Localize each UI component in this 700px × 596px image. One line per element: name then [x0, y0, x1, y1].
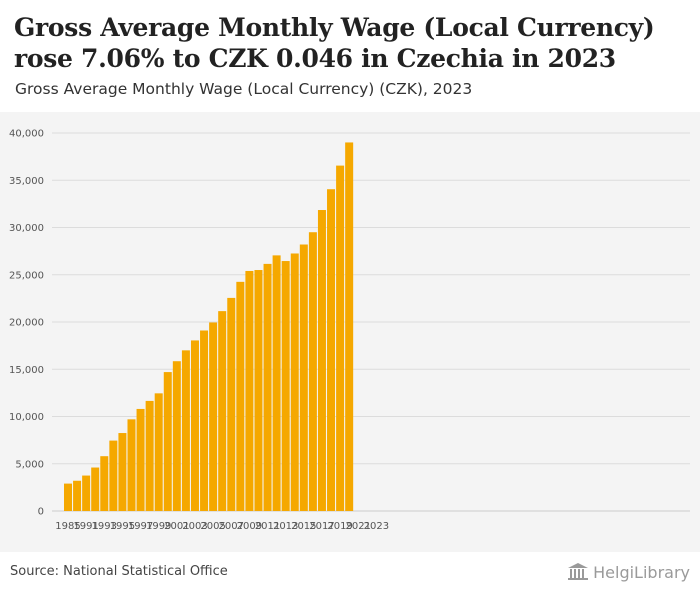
bar-1998 [181, 350, 190, 511]
bar-1993 [136, 408, 145, 511]
bar-1994 [145, 400, 154, 511]
x-tick-label: 2015 [291, 521, 316, 532]
bar-2015 [336, 165, 345, 511]
x-tick-label: 2019 [327, 521, 352, 532]
y-tick-label: 30,000 [9, 223, 44, 234]
bar-2001 [209, 322, 218, 511]
bar-2016 [345, 142, 354, 511]
bar-2005 [245, 270, 254, 511]
y-tick-label: 20,000 [9, 318, 44, 329]
bar-2011 [299, 244, 308, 511]
bar-1988 [91, 467, 100, 511]
chart-header: Gross Average Monthly Wage (Local Curren… [0, 0, 700, 112]
x-tick-label: 2007 [219, 521, 244, 532]
chart-subtitle: Gross Average Monthly Wage (Local Curren… [15, 80, 473, 98]
y-tick-label: 40,000 [9, 129, 44, 140]
y-axis: 0 5,000 10,000 15,000 20,000 25,000 30,000 35,0… [9, 129, 44, 518]
x-tick-label: 2009 [237, 521, 262, 532]
y-tick-label: 5,000 [15, 459, 44, 470]
bar-1990 [109, 440, 118, 511]
x-tick-label: 1997 [128, 521, 153, 532]
library-building-icon [568, 563, 589, 580]
bar-2008 [272, 255, 281, 511]
x-tick-label: 1999 [146, 521, 171, 532]
x-tick-label: 2023 [364, 521, 389, 532]
x-tick-label: 2013 [273, 521, 298, 532]
bar-1986 [73, 480, 82, 511]
bar-1997 [172, 361, 181, 511]
bar-2010 [290, 253, 299, 512]
bar-1989 [100, 456, 109, 511]
bar-2003 [227, 297, 236, 511]
y-tick-label: 25,000 [9, 270, 44, 281]
x-axis: 1985199119931995199719992001200320052007… [55, 521, 389, 532]
source-note: Source: National Statistical Office [10, 564, 228, 579]
y-tick-label: 0 [38, 507, 44, 518]
bar-1995 [154, 393, 163, 511]
x-tick-label: 2003 [182, 521, 207, 532]
x-tick-label: 2011 [255, 521, 280, 532]
helgi-library-logo: HelgiLibrary [567, 560, 690, 584]
bar-2004 [236, 281, 245, 511]
y-tick-label: 10,000 [9, 412, 44, 423]
bar-1996 [163, 372, 172, 511]
bar-1999 [190, 340, 199, 511]
bar-1987 [82, 475, 91, 511]
bar-1991 [118, 433, 127, 511]
x-tick-label: 1991 [73, 521, 98, 532]
x-tick-label: 2001 [164, 521, 189, 532]
bar-chart: 0 5,000 10,000 15,000 20,000 25,000 30,000 35,0… [9, 129, 690, 532]
x-tick-label: 2005 [200, 521, 225, 532]
bar-1985 [64, 483, 72, 511]
bar-2000 [200, 330, 209, 511]
bar-1992 [127, 419, 136, 511]
x-tick-label: 2017 [309, 521, 334, 532]
bar-2013 [317, 210, 326, 511]
bar-2007 [263, 263, 272, 511]
bar-2009 [281, 261, 290, 511]
bar-2002 [218, 311, 227, 511]
y-tick-label: 15,000 [9, 365, 44, 376]
y-tick-label: 35,000 [9, 176, 44, 187]
chart-title: Gross Average Monthly Wage (Local Curren… [14, 13, 655, 73]
x-tick-label: 1995 [110, 521, 135, 532]
bar-2014 [327, 189, 336, 511]
x-tick-label: 1993 [92, 521, 117, 532]
logo-text: HelgiLibrary [593, 562, 690, 582]
x-tick-label: 2021 [346, 521, 371, 532]
bar-2012 [308, 232, 317, 511]
bar-2006 [254, 270, 263, 511]
bars [64, 142, 354, 512]
x-tick-label: 1985 [55, 521, 80, 532]
